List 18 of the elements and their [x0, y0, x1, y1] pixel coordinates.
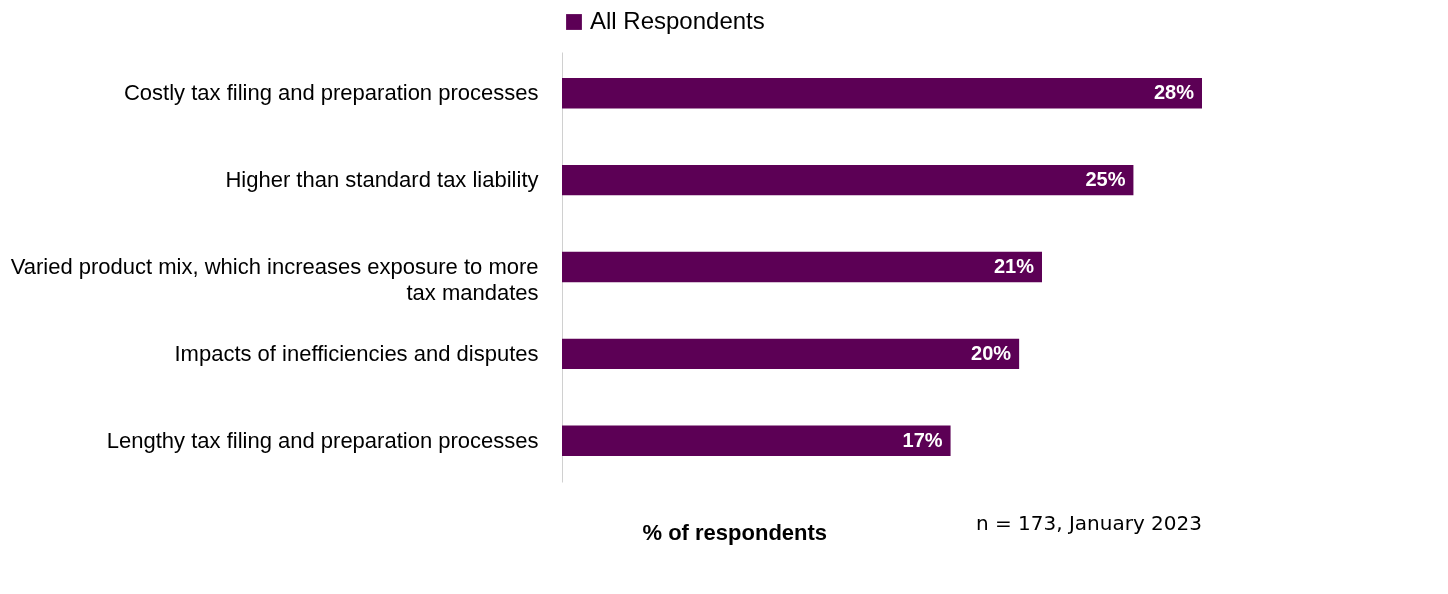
bar: [562, 164, 1134, 196]
legend-label: All Respondents: [590, 7, 765, 34]
data-label: 21%: [993, 255, 1035, 277]
y-tick-label: Costly tax filing and preparation processes: [123, 80, 539, 106]
data-label: 25%: [1085, 168, 1126, 191]
y-tick-label: Varied product mix, which increases exposure to more tax mandates: [10, 254, 539, 305]
data-label: 20%: [971, 341, 1012, 364]
bar: [562, 251, 1042, 283]
y-tick-label: Impacts of inefficiencies and disputes: [174, 340, 539, 366]
bar: [562, 425, 951, 456]
y-tick-label: Higher than standard tax liability: [225, 167, 539, 193]
data-label: 17%: [902, 428, 943, 451]
bar: [562, 78, 1202, 109]
x-axis-title: % of respondents: [642, 519, 828, 545]
y-tick-label: Lengthy tax filing and preparation processes: [106, 427, 539, 453]
text: n = 173, January 2023: [975, 511, 1202, 535]
bar: [562, 338, 1020, 370]
data-label: 28%: [1153, 81, 1195, 104]
